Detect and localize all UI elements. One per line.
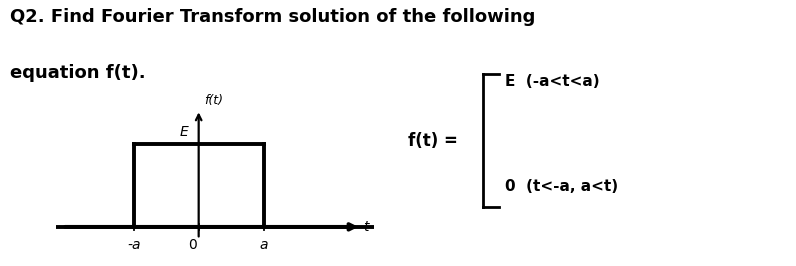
Text: a: a <box>259 238 268 252</box>
Text: E: E <box>180 125 189 139</box>
Text: 0  (t<-a, a<t): 0 (t<-a, a<t) <box>505 179 618 194</box>
Text: t: t <box>363 220 369 234</box>
Text: Q2. Find Fourier Transform solution of the following: Q2. Find Fourier Transform solution of t… <box>10 8 535 26</box>
Text: equation f(t).: equation f(t). <box>10 64 145 82</box>
Text: f(t): f(t) <box>205 94 224 107</box>
Text: -a: -a <box>127 238 140 252</box>
Text: 0: 0 <box>188 238 197 252</box>
Text: f(t) =: f(t) = <box>408 132 458 150</box>
Text: E  (-a<t<a): E (-a<t<a) <box>505 74 600 89</box>
